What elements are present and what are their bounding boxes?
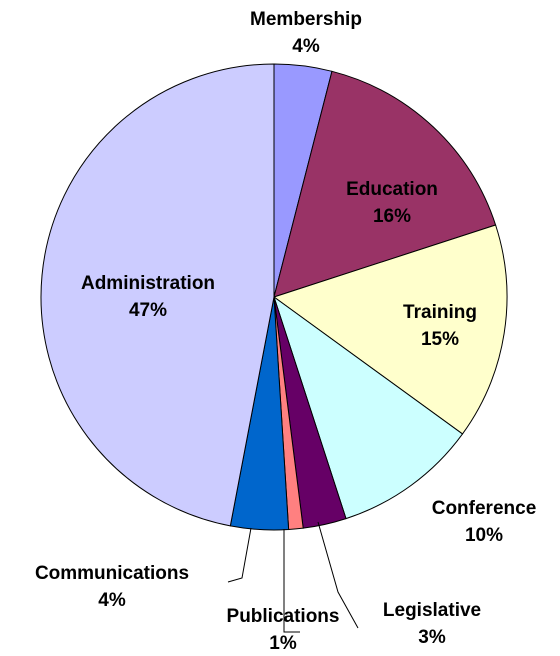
slice-value-label: 4% [98,590,126,611]
slice-value-label: 10% [465,525,503,546]
slice-value-label: 4% [292,36,320,57]
slice-label: Conference [432,498,537,519]
leader-line [283,529,300,633]
slice-label: Training [403,302,477,323]
slice-label: Publications [227,606,340,627]
slice [273,70,497,298]
slice-label: Communications [35,563,189,584]
slice-label: Legislative [383,600,481,621]
slice-label: Membership [250,9,362,30]
leader-line [317,521,359,629]
slice [273,295,464,520]
slice-label: Education [346,179,438,200]
slice-value-label: 15% [421,329,459,350]
slice-label: Administration [81,273,215,294]
slice [272,224,508,435]
slice-value-label: 3% [418,627,446,648]
slice-value-label: 16% [373,206,411,227]
slice [40,63,275,527]
slice-value-label: 1% [269,633,297,654]
leader-line [227,527,252,583]
slice-value-label: 47% [129,300,167,321]
